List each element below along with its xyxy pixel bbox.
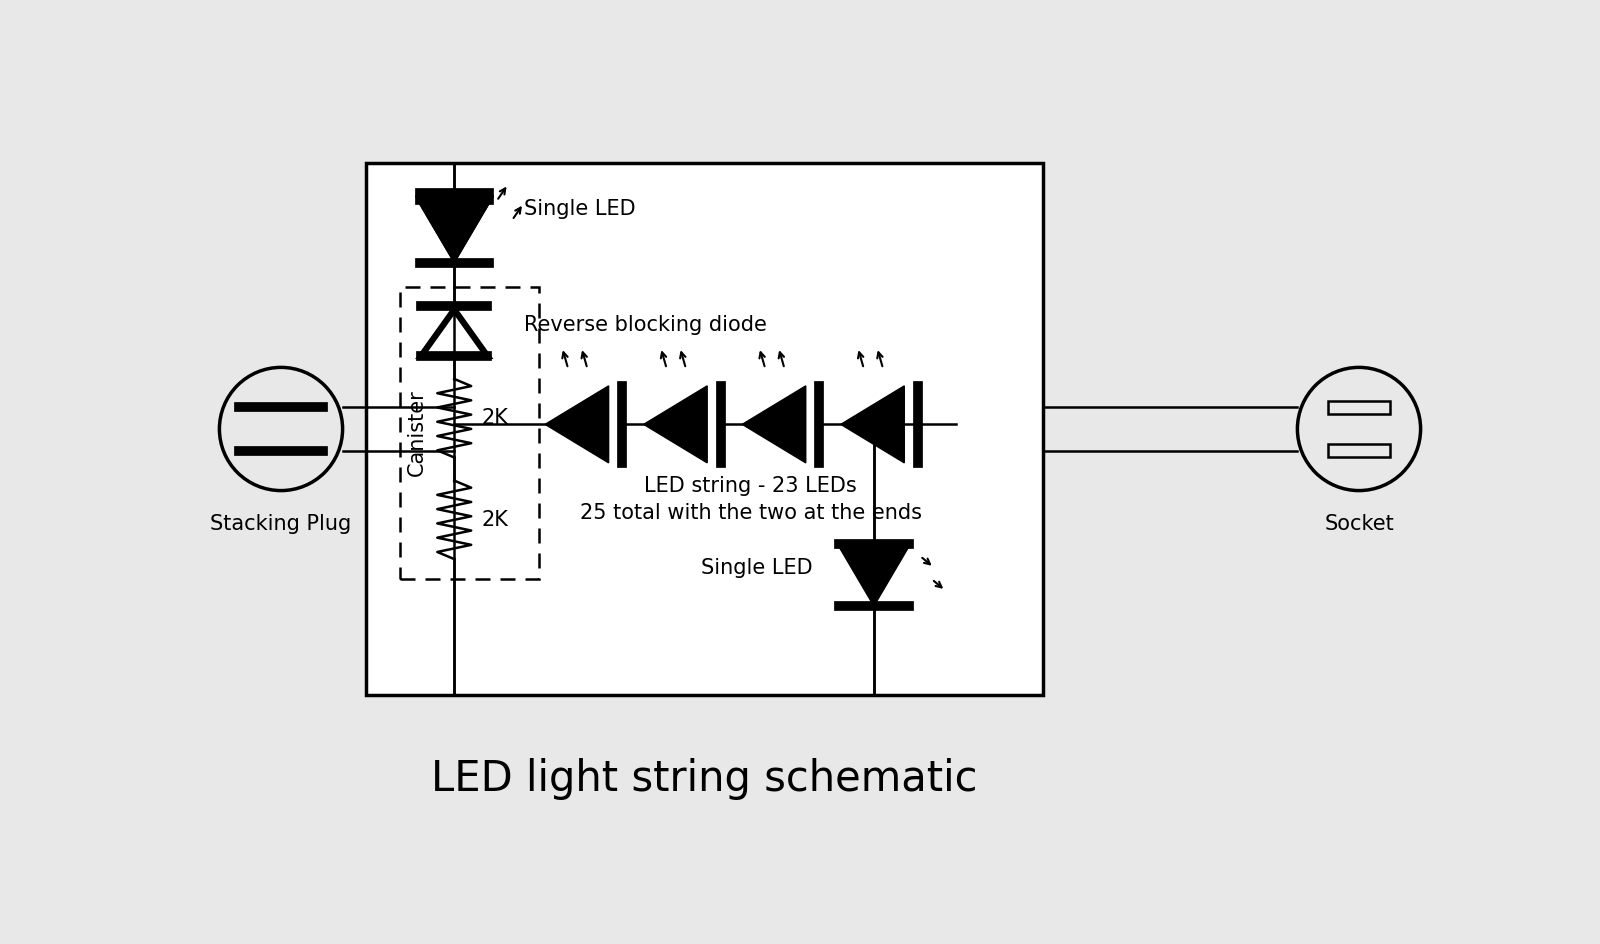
Bar [366,163,1043,695]
Text: LED light string schematic: LED light string schematic [432,757,978,800]
Polygon shape [419,204,490,262]
Polygon shape [742,386,806,463]
Text: Single LED: Single LED [523,199,635,219]
Polygon shape [419,204,490,262]
Text: 2K: 2K [482,510,509,530]
Polygon shape [840,548,909,606]
Text: 25 total with the two at the ends: 25 total with the two at the ends [579,503,922,523]
Text: Canister: Canister [408,390,427,476]
Text: Stacking Plug: Stacking Plug [210,514,352,533]
Text: Reverse blocking diode: Reverse blocking diode [523,315,766,335]
Polygon shape [643,386,707,463]
Bar [400,287,539,579]
Polygon shape [840,386,904,463]
Text: Single LED: Single LED [701,558,813,578]
Text: 2K: 2K [482,408,509,429]
Bar [366,163,1043,695]
Text: Socket: Socket [1325,514,1394,533]
Text: LED string - 23 LEDs: LED string - 23 LEDs [645,476,858,496]
Polygon shape [546,386,608,463]
